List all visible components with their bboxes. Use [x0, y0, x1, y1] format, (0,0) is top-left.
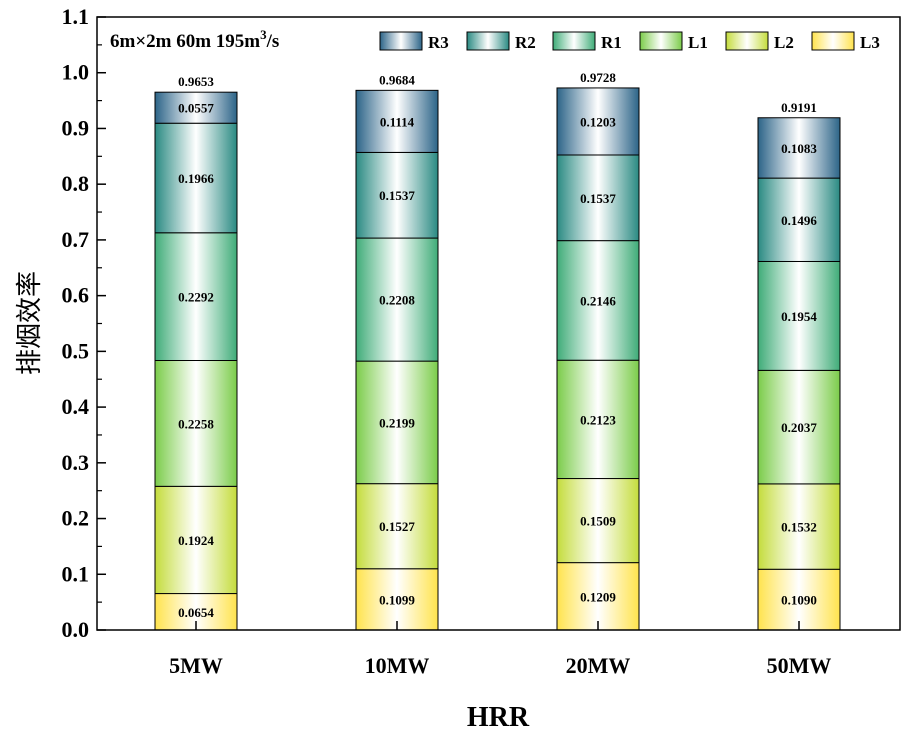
total-label-50mw: 0.9191	[781, 100, 817, 115]
y-axis-title: 排烟效率	[15, 271, 45, 375]
x-tick-label-10mw: 10MW	[365, 653, 430, 678]
segment-label-r1-10mw: 0.2208	[379, 293, 415, 308]
segment-label-l1-10mw: 0.2199	[379, 415, 415, 430]
annotation-suffix: /s	[266, 31, 280, 52]
bar-segment-l1-20mw	[556, 359, 640, 480]
segment-label-l3-10mw: 0.1099	[379, 592, 415, 607]
segment-label-l2-5mw: 0.1924	[178, 533, 214, 548]
y-tick-label: 0.6	[62, 283, 90, 308]
bar-segment-r1-20mw	[556, 240, 640, 361]
bar-segment-r3-5mw	[154, 91, 238, 124]
y-tick-label: 1.1	[62, 4, 90, 29]
y-tick-label: 0.3	[62, 450, 90, 475]
bar-segment-r1-10mw	[355, 237, 439, 362]
segment-label-l3-5mw: 0.0654	[178, 605, 214, 620]
y-tick-label: 0.4	[62, 394, 90, 419]
y-tick-label: 0.0	[62, 617, 90, 642]
total-label-20mw: 0.9728	[580, 70, 616, 85]
x-tick-label-50mw: 50MW	[767, 653, 832, 678]
segment-label-l3-50mw: 0.1090	[781, 593, 817, 608]
bar-segment-r1-5mw	[154, 232, 238, 362]
bar-segment-r2-5mw	[154, 122, 238, 234]
y-tick-label: 0.7	[62, 227, 90, 252]
x-tick-label-20mw: 20MW	[566, 653, 631, 678]
legend-swatch-r3	[379, 31, 423, 51]
bar-segment-l1-10mw	[355, 360, 439, 485]
bar-segment-r2-10mw	[355, 151, 439, 239]
bar-segment-r3-50mw	[757, 117, 841, 179]
x-axis-title: HRR	[467, 702, 530, 732]
segment-label-l2-10mw: 0.1527	[379, 519, 415, 534]
segment-label-l1-5mw: 0.2258	[178, 416, 214, 431]
y-tick-label: 0.5	[62, 338, 90, 363]
total-label-5mw: 0.9653	[178, 74, 214, 89]
y-tick-label: 0.9	[62, 115, 90, 140]
y-tick-label: 0.8	[62, 171, 90, 196]
legend: R3 R2 R1 L1 L2 L3	[379, 31, 880, 52]
bar-segment-l1-50mw	[757, 369, 841, 485]
bar-segment-r3-20mw	[556, 87, 640, 156]
segment-label-l1-20mw: 0.2123	[580, 412, 616, 427]
legend-swatch-l2	[725, 31, 769, 51]
bar-segment-l3-20mw	[556, 562, 640, 631]
segment-label-r1-20mw: 0.2146	[580, 293, 616, 308]
segment-label-l1-50mw: 0.2037	[781, 420, 817, 435]
segment-label-r3-50mw: 0.1083	[781, 141, 817, 156]
y-tick-label: 0.2	[62, 506, 90, 531]
segment-label-r1-5mw: 0.2292	[178, 290, 214, 305]
bar-segment-r3-10mw	[355, 89, 439, 153]
legend-label-l1: L1	[688, 33, 708, 52]
bar-segment-l2-5mw	[154, 485, 238, 595]
legend-label-r1: R1	[601, 33, 622, 52]
bar-segment-l3-50mw	[757, 568, 841, 631]
annotation-main: 6m×2m 60m 195m	[110, 31, 260, 52]
chart-annotation: 6m×2m 60m 195m3/s	[110, 27, 279, 52]
segment-label-r3-20mw: 0.1203	[580, 114, 616, 129]
segment-label-r3-10mw: 0.1114	[380, 114, 415, 129]
segment-label-r2-20mw: 0.1537	[580, 191, 616, 206]
segment-label-l2-50mw: 0.1532	[781, 520, 817, 535]
segment-label-l2-20mw: 0.1509	[580, 514, 616, 529]
y-tick-label: 1.0	[62, 60, 90, 85]
bar-segment-l2-10mw	[355, 483, 439, 570]
segment-label-r2-50mw: 0.1496	[781, 213, 817, 228]
total-label-10mw: 0.9684	[379, 72, 415, 87]
legend-label-l2: L2	[774, 33, 794, 52]
y-tick-label: 0.1	[62, 561, 90, 586]
legend-swatch-r2	[466, 31, 510, 51]
segment-label-r2-5mw: 0.1966	[178, 171, 214, 186]
segment-label-r2-10mw: 0.1537	[379, 188, 415, 203]
legend-swatch-r1	[552, 31, 596, 51]
x-tick-label-5mw: 5MW	[169, 653, 223, 678]
legend-swatch-l3	[811, 31, 855, 51]
segment-label-l3-20mw: 0.1209	[580, 589, 616, 604]
legend-label-l3: L3	[860, 33, 880, 52]
bar-segment-r2-50mw	[757, 177, 841, 262]
annotation-superscript: 3	[260, 27, 267, 42]
legend-swatch-l1	[639, 31, 683, 51]
legend-label-r3: R3	[428, 33, 449, 52]
bar-segment-r2-20mw	[556, 154, 640, 242]
segment-label-r3-5mw: 0.0557	[178, 101, 214, 116]
bar-segment-l2-50mw	[757, 483, 841, 570]
legend-label-r2: R2	[515, 33, 536, 52]
segment-label-r1-50mw: 0.1954	[781, 309, 817, 324]
